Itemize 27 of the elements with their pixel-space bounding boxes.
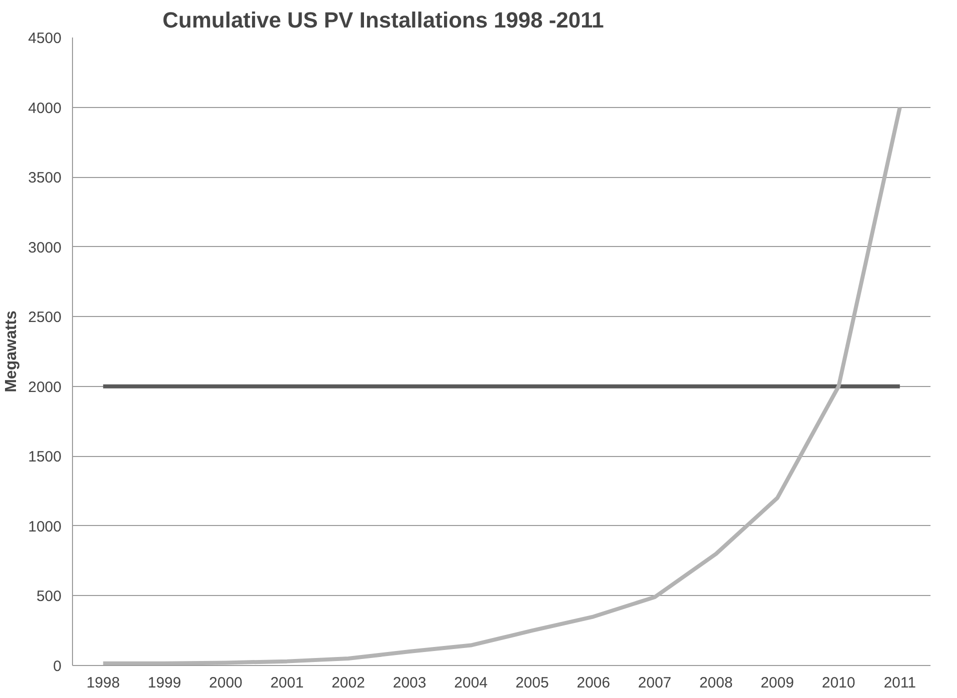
y-tick-label: 3500 [28,170,62,187]
x-tick-label: 1998 [86,674,120,692]
y-tick-label: 2000 [28,378,62,396]
y-tick-label: 4000 [28,100,62,117]
x-tick-label: 2010 [822,674,856,692]
y-tick-label: 1000 [28,518,62,536]
x-tick-label: 2008 [699,674,733,692]
x-tick-label: 2006 [576,674,610,692]
x-tick-label: 2005 [515,674,549,692]
x-tick-label: 2000 [209,674,242,692]
y-axis-title: Megawatts [3,310,20,392]
y-tick-label: 0 [53,658,62,675]
x-tick-label: 2004 [454,674,488,692]
y-tick-label: 4500 [28,30,62,47]
y-tick-label: 2500 [28,309,62,326]
y-tick-label: 500 [36,588,62,606]
y-tick-label: 3000 [28,239,62,256]
x-tick-label: 2003 [392,674,426,692]
x-tick-label: 2002 [332,674,365,692]
chart-title: Cumulative US PV Installations 1998 -2011 [162,8,604,32]
x-tick-label: 2011 [884,674,916,692]
line-series [101,105,902,666]
x-tick-label: 2007 [638,674,672,692]
x-tick-label: 2009 [760,674,794,692]
y-tick-label: 1500 [28,448,62,466]
x-tick-label: 2001 [270,674,304,692]
x-tick-label: 1999 [148,674,182,692]
